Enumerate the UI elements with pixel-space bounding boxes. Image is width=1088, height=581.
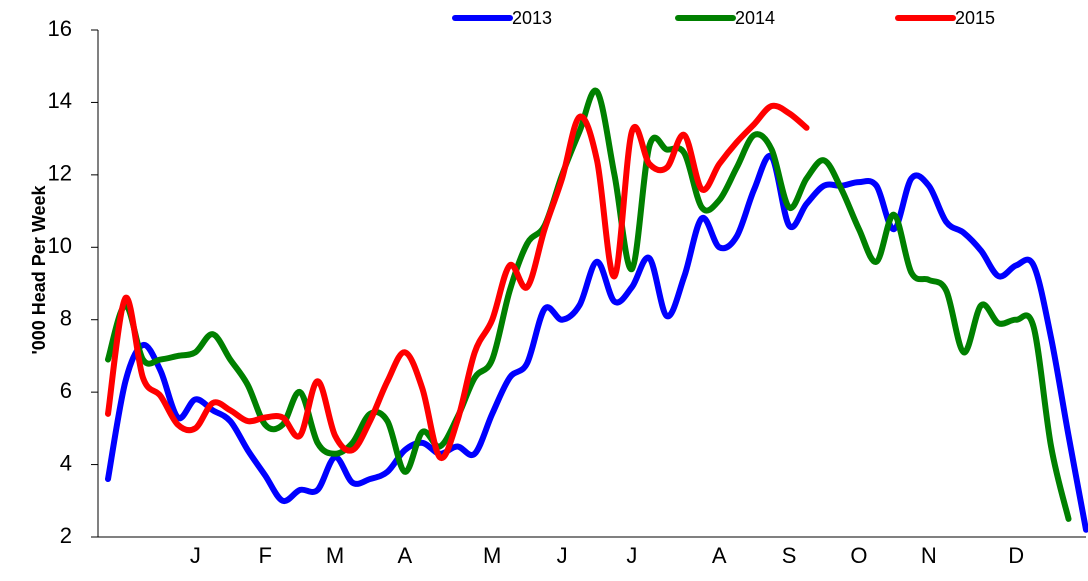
x-tick-label: O (850, 543, 867, 568)
series-line (105, 152, 1088, 533)
legend-label: 2015 (955, 8, 995, 28)
legend-label: 2014 (735, 8, 775, 28)
y-tick-label: 2 (60, 523, 72, 548)
y-tick-label: 16 (48, 16, 72, 41)
y-tick-label: 10 (48, 233, 72, 258)
legend-label: 2013 (512, 8, 552, 28)
x-tick-label: A (712, 543, 727, 568)
x-tick-label: J (626, 543, 637, 568)
x-tick-label: F (258, 543, 271, 568)
y-tick-label: 14 (48, 88, 72, 113)
x-tick-label: D (1008, 543, 1024, 568)
x-tick-label: S (782, 543, 797, 568)
x-tick-label: N (921, 543, 937, 568)
series-line (105, 87, 1072, 522)
y-axis-label: '000 Head Per Week (29, 184, 49, 354)
x-tick-label: M (326, 543, 344, 568)
y-tick-label: 8 (60, 306, 72, 331)
series-line (105, 102, 810, 462)
y-tick-label: 6 (60, 378, 72, 403)
x-tick-label: A (398, 543, 413, 568)
y-tick-label: 4 (60, 450, 72, 475)
y-tick-label: 12 (48, 161, 72, 186)
x-tick-label: J (190, 543, 201, 568)
x-tick-label: J (557, 543, 568, 568)
x-tick-label: M (483, 543, 501, 568)
